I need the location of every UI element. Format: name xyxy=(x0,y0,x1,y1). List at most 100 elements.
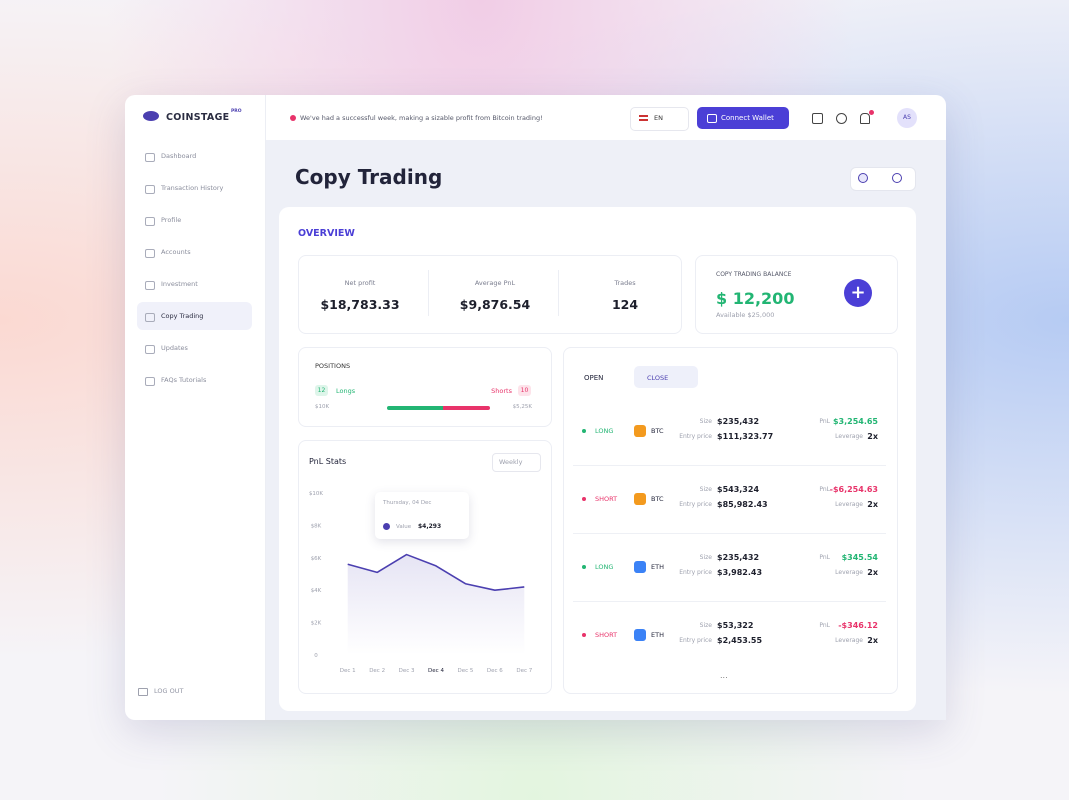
more[interactable]: ... xyxy=(720,671,728,680)
size: $235,432 xyxy=(717,417,760,426)
leverage: 2x xyxy=(867,500,878,509)
stat-value: $9,876.54 xyxy=(459,297,531,312)
tab-close[interactable]: CLOSE xyxy=(647,374,669,382)
pnl: -$6,254.63 xyxy=(829,485,878,494)
side: SHORT xyxy=(595,631,618,639)
row-divider xyxy=(573,533,886,534)
language: EN xyxy=(654,114,663,122)
positions-summary-title: POSITIONS xyxy=(315,362,351,370)
y-tick-label: $2K xyxy=(311,621,322,627)
size: $543,324 xyxy=(717,485,760,494)
nav-icon xyxy=(145,377,155,386)
side: LONG xyxy=(595,427,614,435)
positions-summary-box xyxy=(298,347,552,427)
brand-name[interactable]: COINSTAGE xyxy=(166,112,230,123)
settings-icon[interactable] xyxy=(836,113,847,124)
stat-value: 124 xyxy=(611,297,639,312)
side-dot xyxy=(582,633,586,637)
coin-icon xyxy=(634,629,646,641)
add-funds-button[interactable]: + xyxy=(844,279,872,307)
entry-label: Entry price xyxy=(679,501,712,508)
brand-badge: PRO xyxy=(231,109,242,114)
language-select[interactable] xyxy=(630,107,689,131)
notification-icon[interactable] xyxy=(860,113,870,124)
y-tick-label: $4K xyxy=(311,588,322,594)
asset: BTC xyxy=(651,427,664,435)
leverage: 2x xyxy=(867,636,878,645)
leverage: 2x xyxy=(867,432,878,441)
leverage: 2x xyxy=(867,568,878,577)
side-dot xyxy=(582,429,586,433)
size-label: Size xyxy=(699,418,712,425)
size-label: Size xyxy=(699,622,712,629)
nav-item[interactable]: Investment xyxy=(161,280,198,288)
shorts-amount: $5,25K xyxy=(512,404,532,410)
x-tick-label: Dec 3 xyxy=(399,668,415,674)
x-tick-label: Dec 7 xyxy=(516,668,532,674)
longs-count: 12 xyxy=(315,385,328,396)
logout[interactable]: LOG OUT xyxy=(154,687,184,695)
stat-label: Net profit xyxy=(344,279,376,287)
sidebar xyxy=(125,95,266,720)
area xyxy=(347,554,525,655)
tooltip-label: Value xyxy=(396,524,412,530)
grid-view-icon[interactable] xyxy=(858,173,868,183)
size: $235,432 xyxy=(717,553,760,562)
nav-item[interactable]: Updates xyxy=(161,344,188,352)
nav-icon xyxy=(145,345,155,354)
nav-item[interactable]: Dashboard xyxy=(161,152,197,160)
pnl-label: PnL xyxy=(819,554,830,561)
shorts-count: 10 xyxy=(518,385,531,396)
nav-icon xyxy=(145,153,155,162)
connect-wallet-button[interactable] xyxy=(697,107,789,129)
x-tick-label: Dec 1 xyxy=(340,668,356,674)
list-view-icon[interactable] xyxy=(892,173,902,183)
entry-price: $2,453.55 xyxy=(717,636,763,645)
pnl-chart: 0 $2K $4K $6K $8K $10K Dec 1 Dec 2 Dec 3 Dec 4 Dec… xyxy=(309,491,533,674)
tab-close-bg xyxy=(634,366,698,388)
notification-dot xyxy=(869,110,874,115)
positions-box xyxy=(563,347,898,694)
leverage-label: Leverage xyxy=(835,637,863,644)
shorts-label: Shorts xyxy=(491,387,512,395)
shorts-bar xyxy=(443,406,490,410)
longs-amount: $10K xyxy=(315,404,330,410)
pnl-title: PnL Stats xyxy=(309,457,347,466)
x-tick-label: Dec 4 xyxy=(428,668,444,674)
side: LONG xyxy=(595,563,614,571)
size: $53,322 xyxy=(717,621,754,630)
stat-label: Average PnL xyxy=(474,279,516,287)
nav-item[interactable]: Transaction History xyxy=(161,184,224,192)
nav-active-bg xyxy=(137,302,252,330)
nav-item[interactable]: Accounts xyxy=(161,248,191,256)
tab-open[interactable]: OPEN xyxy=(584,374,604,382)
entry-price: $3,982.43 xyxy=(717,568,763,577)
avatar[interactable]: AS xyxy=(897,108,917,128)
pnl-label: PnL xyxy=(819,418,830,425)
tooltip xyxy=(375,492,469,539)
balance-available: Available $25,000 xyxy=(716,311,775,319)
entry-label: Entry price xyxy=(679,433,712,440)
x-tick-label: Dec 5 xyxy=(457,668,473,674)
entry-label: Entry price xyxy=(679,569,712,576)
pnl: $3,254.65 xyxy=(832,417,878,426)
asset: ETH xyxy=(651,631,664,639)
nav-item[interactable]: Profile xyxy=(161,216,182,224)
coin-icon xyxy=(634,425,646,437)
gift-icon[interactable] xyxy=(812,113,823,124)
period-select[interactable] xyxy=(492,453,541,472)
stat-label: Trades xyxy=(614,279,636,287)
pnl: -$346.12 xyxy=(838,621,878,630)
coin-icon xyxy=(634,493,646,505)
longs-label: Longs xyxy=(336,387,356,395)
leverage-label: Leverage xyxy=(835,433,863,440)
y-tick-label: $8K xyxy=(311,523,322,529)
stat-value: $18,783.33 xyxy=(320,297,400,312)
pnl-label: PnL xyxy=(819,622,830,629)
connect-wallet-label: Connect Wallet xyxy=(721,114,774,122)
nav-item[interactable]: Copy Trading xyxy=(161,312,204,320)
nav-item[interactable]: FAQs Tutorials xyxy=(161,376,207,384)
line xyxy=(347,553,525,591)
tooltip-dot xyxy=(383,523,390,530)
x-tick-label: Dec 6 xyxy=(487,668,503,674)
